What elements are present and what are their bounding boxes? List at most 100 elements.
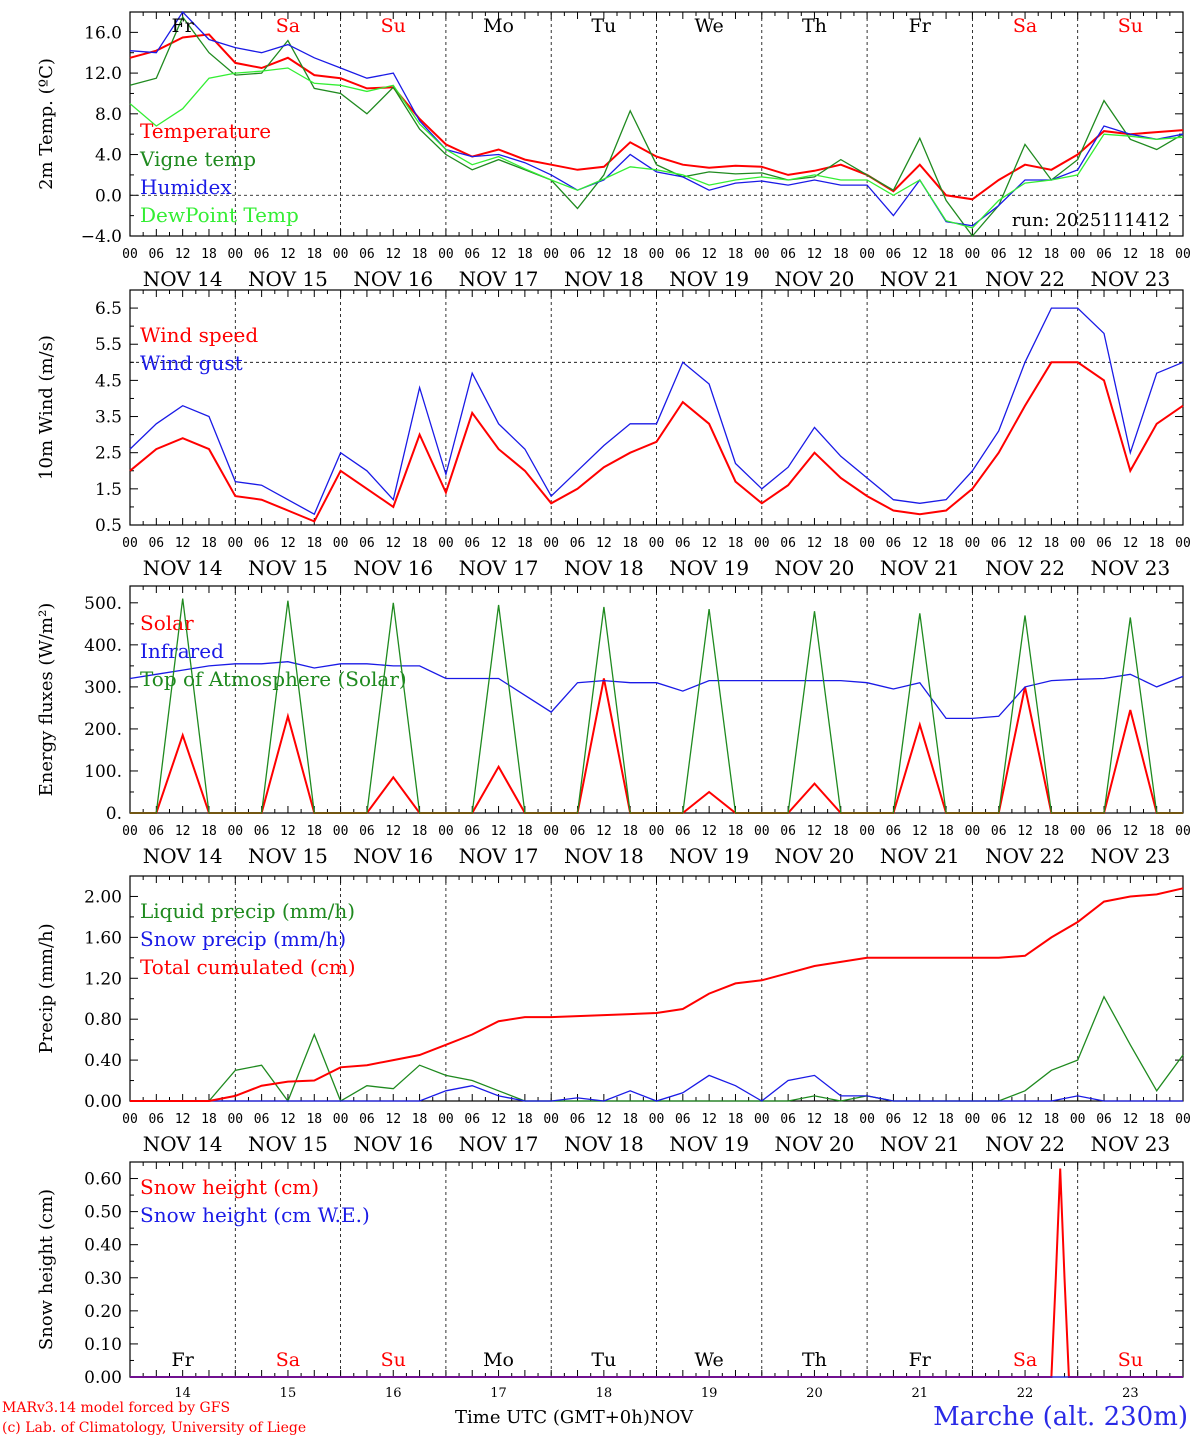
hour-tick-label: 18 [833, 247, 849, 262]
date-label: NOV 18 [564, 267, 644, 291]
day-of-week: Fr [172, 1349, 195, 1371]
legend-entry: Top of Atmosphere (Solar) [140, 667, 407, 691]
y-tick-label: 0.10 [84, 1335, 122, 1355]
hour-tick-label: 06 [254, 824, 270, 839]
hour-tick-label: 12 [385, 1112, 401, 1127]
hour-tick-label: 06 [570, 824, 586, 839]
day-of-week: Su [381, 15, 406, 37]
hour-tick-label: 00 [965, 824, 981, 839]
hour-tick-label: 00 [1175, 247, 1191, 262]
hour-tick-label: 18 [728, 824, 744, 839]
x-axis-month: NOV [649, 1407, 694, 1428]
date-label: NOV 17 [459, 844, 539, 868]
hour-tick-label: 00 [122, 247, 138, 262]
date-label: NOV 14 [143, 267, 223, 291]
date-label: NOV 20 [775, 844, 855, 868]
hour-tick-label: 00 [438, 824, 454, 839]
hour-tick-label: 18 [728, 1112, 744, 1127]
hour-tick-label: 12 [912, 536, 928, 551]
hour-tick-label: 18 [412, 247, 428, 262]
hour-tick-label: 12 [385, 247, 401, 262]
y-tick-label: 4.0 [95, 146, 122, 166]
hour-tick-label: 12 [912, 824, 928, 839]
date-label: NOV 21 [880, 844, 960, 868]
y-tick-label: 0.00 [84, 1092, 122, 1112]
y-tick-label: 3.5 [95, 408, 122, 428]
hour-tick-label: 06 [991, 824, 1007, 839]
y-axis-label: 10m Wind (m/s) [36, 335, 57, 480]
hour-tick-label: 18 [201, 1112, 217, 1127]
hour-tick-label: 06 [675, 824, 691, 839]
day-of-week: Su [1118, 15, 1143, 37]
day-number: 15 [280, 1386, 297, 1401]
y-tick-label: 2.00 [84, 887, 122, 907]
date-label: NOV 18 [564, 556, 644, 580]
hour-tick-label: 12 [1017, 247, 1033, 262]
hour-tick-label: 00 [754, 824, 770, 839]
legend-entry: Humidex [140, 175, 232, 199]
x-axis-title-text: Time UTC (GMT+0h) [455, 1407, 650, 1428]
legend-entry: Snow height (cm W.E.) [140, 1203, 370, 1227]
hour-tick-label: 18 [201, 247, 217, 262]
hour-tick-label: 18 [938, 1112, 954, 1127]
y-tick-label: 5.5 [95, 335, 122, 355]
y-axis-label: Snow height (cm) [36, 1189, 57, 1350]
y-axis-label: 2m Temp. (ºC) [36, 58, 57, 190]
y-axis-label: Energy fluxes (W/m²) [36, 603, 57, 797]
day-number: 18 [596, 1386, 613, 1401]
day-of-week: Sa [276, 15, 300, 37]
hour-tick-label: 00 [122, 1112, 138, 1127]
day-of-week: Sa [1013, 1349, 1037, 1371]
hour-tick-label: 00 [965, 536, 981, 551]
hour-tick-label: 18 [938, 536, 954, 551]
date-label: NOV 17 [459, 267, 539, 291]
hour-tick-label: 06 [570, 247, 586, 262]
day-of-week: Mo [483, 1349, 514, 1371]
date-label: NOV 16 [353, 267, 433, 291]
y-tick-label: 500. [84, 594, 122, 614]
hour-tick-label: 00 [438, 1112, 454, 1127]
date-label: NOV 19 [669, 556, 749, 580]
hour-tick-label: 18 [833, 824, 849, 839]
hour-tick-label: 06 [886, 824, 902, 839]
hour-tick-label: 00 [965, 247, 981, 262]
hour-tick-label: 18 [833, 1112, 849, 1127]
y-tick-label: 0.0 [95, 186, 122, 206]
legend-entry: Snow height (cm) [140, 1175, 319, 1199]
hour-tick-label: 00 [1175, 824, 1191, 839]
date-label: NOV 21 [880, 556, 960, 580]
legend-entry: DewPoint Temp [140, 203, 299, 227]
series-line-green [130, 598, 1183, 814]
hour-tick-label: 00 [227, 824, 243, 839]
day-number: 21 [911, 1386, 928, 1401]
y-tick-label: 400. [84, 636, 122, 656]
series-line-red [129, 361, 1184, 523]
day-of-week: Tu [591, 1349, 616, 1371]
hour-tick-label: 00 [333, 247, 349, 262]
hour-tick-label: 12 [596, 247, 612, 262]
day-of-week: Su [1118, 1349, 1143, 1371]
hour-tick-label: 12 [701, 824, 717, 839]
hour-tick-label: 18 [728, 536, 744, 551]
hour-tick-label: 06 [464, 1112, 480, 1127]
date-label: NOV 15 [248, 556, 328, 580]
hour-tick-label: 00 [438, 536, 454, 551]
hour-tick-label: 06 [464, 247, 480, 262]
series-line-blue [130, 1074, 1183, 1102]
hour-tick-label: 12 [1017, 536, 1033, 551]
hour-tick-label: 12 [807, 536, 823, 551]
hour-tick-label: 06 [886, 1112, 902, 1127]
date-label: NOV 21 [880, 267, 960, 291]
hour-tick-label: 00 [543, 824, 559, 839]
hour-tick-label: 18 [1044, 824, 1060, 839]
legend-entry: Wind gust [140, 351, 243, 375]
hour-tick-label: 00 [543, 247, 559, 262]
hour-tick-label: 12 [280, 824, 296, 839]
y-tick-label: 0.80 [84, 1010, 122, 1030]
hour-tick-label: 18 [622, 1112, 638, 1127]
hour-tick-label: 06 [464, 824, 480, 839]
hour-tick-label: 12 [807, 824, 823, 839]
hour-tick-label: 12 [1123, 247, 1139, 262]
hour-tick-label: 00 [122, 536, 138, 551]
